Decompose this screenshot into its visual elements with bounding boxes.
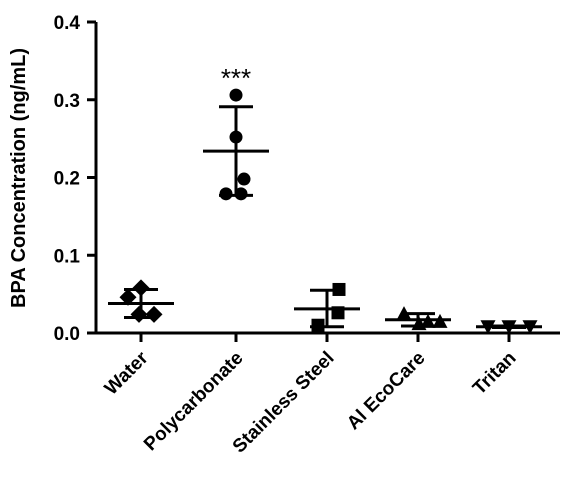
y-tick-label: 0.1 [54, 246, 81, 267]
data-point [396, 306, 412, 321]
significance-annotation: *** [221, 63, 251, 93]
x-tick-label: Water [101, 347, 153, 399]
data-point [229, 130, 243, 144]
data-point [132, 279, 150, 297]
data-point [229, 88, 243, 102]
data-point [234, 187, 248, 201]
data-point [332, 282, 346, 296]
data-point [432, 313, 448, 328]
y-axis-label: BPA Concentration (ng/mL) [8, 48, 30, 308]
data-point [145, 305, 163, 323]
data-point [480, 320, 496, 335]
data-point [311, 318, 325, 332]
data-point [420, 313, 436, 328]
x-tick-label: Tritan [469, 348, 520, 399]
y-tick-label: 0.2 [54, 169, 80, 190]
data-point [501, 320, 517, 335]
data-point [522, 320, 538, 335]
x-tick-label: Al EcoCare [343, 348, 430, 435]
data-point [130, 305, 148, 323]
y-tick-label: 0.3 [54, 91, 80, 112]
data-point [119, 288, 137, 306]
data-point [331, 306, 345, 320]
y-tick-label: 0.4 [54, 13, 81, 34]
y-tick-label: 0.0 [54, 324, 80, 345]
data-point [237, 172, 251, 186]
data-point [219, 187, 233, 201]
